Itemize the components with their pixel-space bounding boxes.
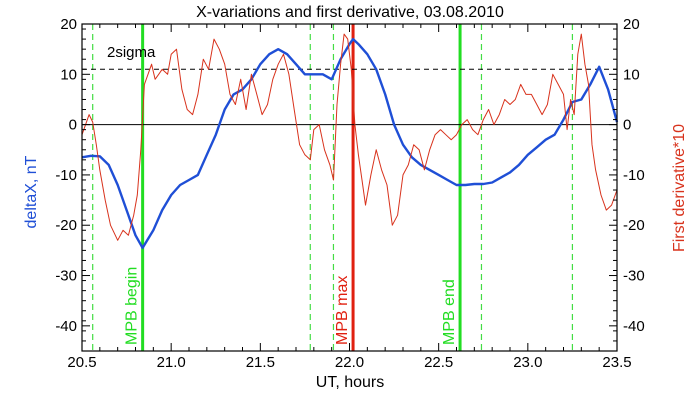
x-tick-label: 23.0 xyxy=(513,354,542,371)
tick-layer: 20.5 21.0 21.5 22.0 22.5 23.0 23.5 -40 -40 -30 -30… xyxy=(55,16,644,371)
y-left-tick-label: 0 xyxy=(69,117,77,134)
reference-lines xyxy=(82,68,617,126)
series-derivative-line xyxy=(81,33,618,241)
x-axis-label: UT, hours xyxy=(316,374,384,391)
y-right-tick-label: 20 xyxy=(623,16,640,33)
y-left-tick-label: 20 xyxy=(60,16,77,33)
x-tick-label: 23.5 xyxy=(602,354,631,371)
marker-labels: MPB begin MPB max MPB end xyxy=(124,267,458,345)
series-deltax-line xyxy=(81,37,619,250)
y-right-tick-label: -10 xyxy=(623,167,645,184)
chart-title: X-variations and first derivative, 03.08… xyxy=(196,4,504,21)
y-right-tick-label: 10 xyxy=(623,66,640,83)
y-left-tick-label: -30 xyxy=(55,268,77,285)
marker-label-mpb-end: MPB end xyxy=(441,279,458,345)
marker-label-mpb-begin: MPB begin xyxy=(124,267,141,345)
y-axis-label-left: deltaX, nT xyxy=(23,155,40,228)
y-axis-label-right: First derivative*10 xyxy=(671,124,688,252)
y-left-tick-label: -20 xyxy=(55,217,77,234)
y-right-tick-label: 0 xyxy=(623,117,631,134)
x-tick-label: 21.5 xyxy=(246,354,275,371)
x-tick-label: 22.5 xyxy=(424,354,453,371)
y-left-tick-label: 10 xyxy=(60,66,77,83)
marker-label-mpb-max: MPB max xyxy=(334,276,351,345)
y-left-tick-label: -10 xyxy=(55,167,77,184)
y-left-tick-label: -40 xyxy=(55,318,77,335)
x-tick-label: 21.0 xyxy=(157,354,186,371)
y-right-tick-label: -30 xyxy=(623,268,645,285)
x-tick-label: 22.0 xyxy=(335,354,364,371)
vertical-markers xyxy=(92,24,574,351)
x-tick-label: 20.5 xyxy=(67,354,96,371)
y-right-tick-label: -40 xyxy=(623,318,645,335)
series-layer xyxy=(81,33,619,250)
y-right-tick-label: -20 xyxy=(623,217,645,234)
threshold-label: 2sigma xyxy=(107,44,156,61)
